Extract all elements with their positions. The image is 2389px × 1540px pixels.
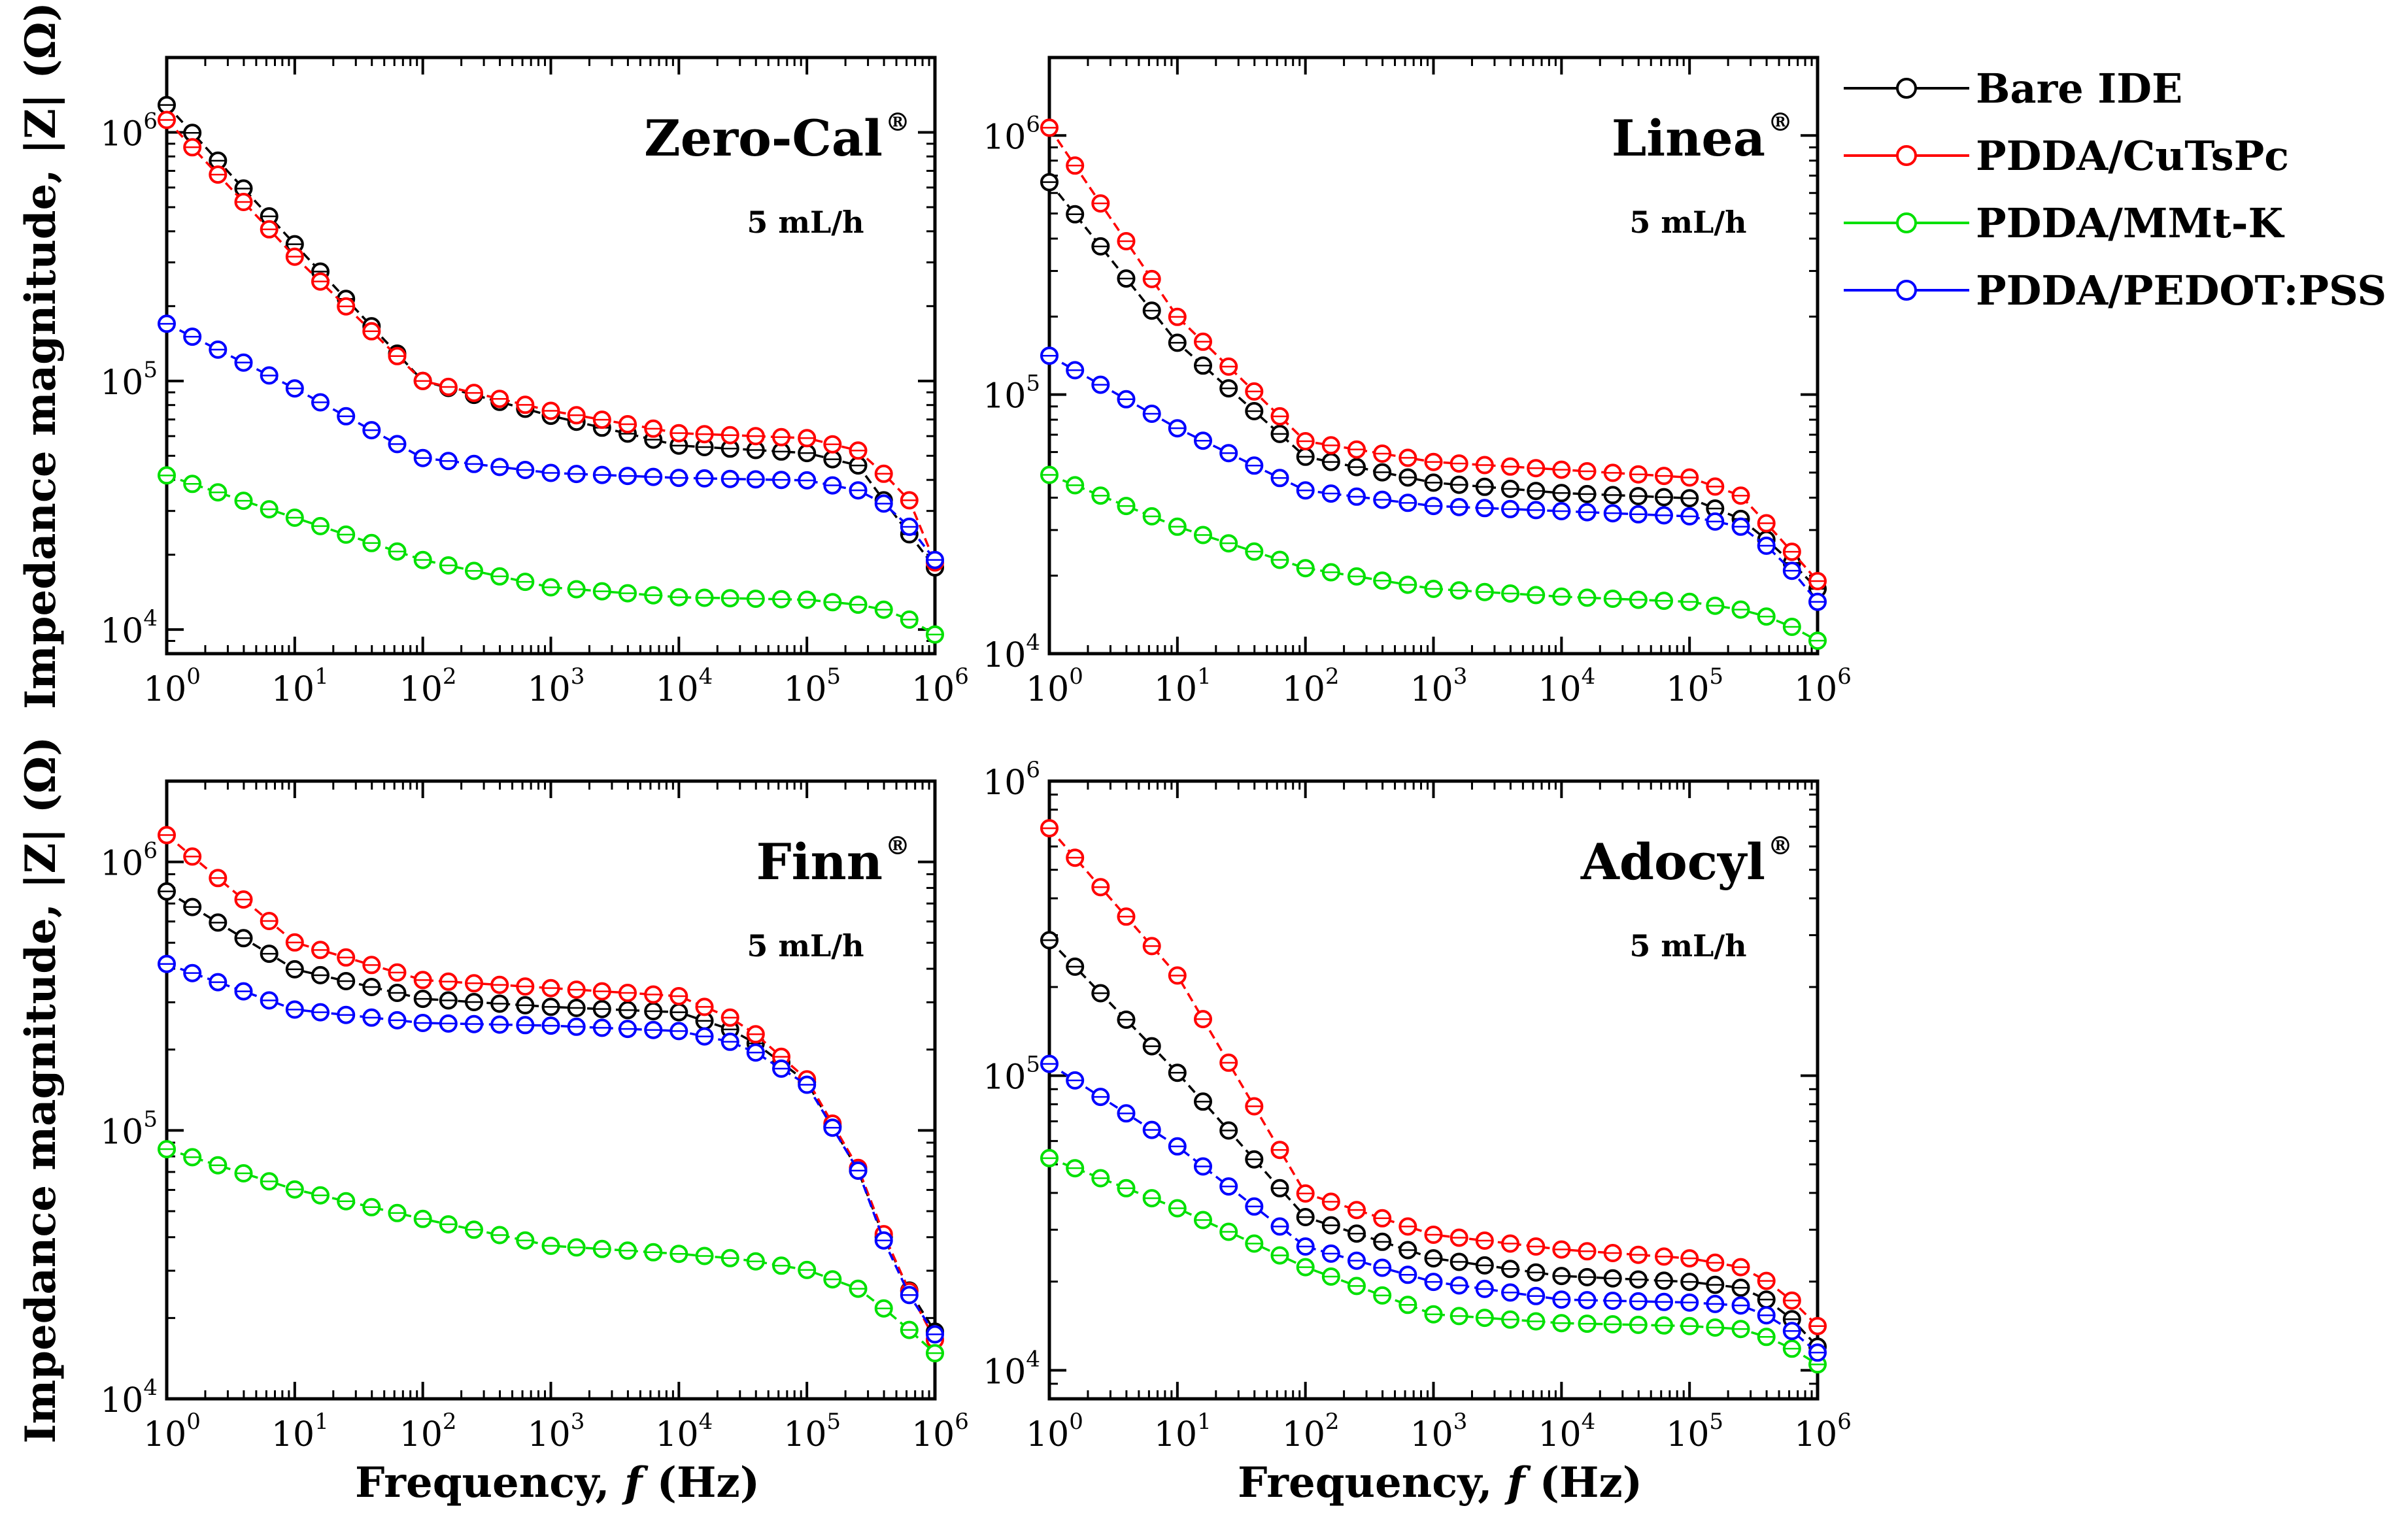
y-tick-label-2: 106: [100, 108, 158, 154]
x-tick-label-4: 104: [1538, 663, 1595, 709]
x-tick-label-4: 104: [1538, 1409, 1595, 1454]
x-tick-label-0: 100: [1026, 1409, 1083, 1454]
registered-mark: ®: [885, 831, 910, 860]
x-tick-label-3: 103: [528, 663, 585, 709]
chart-panel-adocyl: 100 101 102 103 104 105 106 104 105 106 Adocyl ® 5 m…: [983, 757, 1852, 1454]
x-tick-label-4: 104: [655, 663, 713, 709]
legend-item: PDDA/CuTsPc: [1844, 132, 2289, 180]
legend-marker: [1896, 280, 1917, 301]
legend: Bare IDE PDDA/CuTsPc PDDA/MMt-K PDDA/PEDOT:…: [1844, 65, 2386, 314]
y-tick-label-0: 104: [100, 605, 158, 651]
legend-item: Bare IDE: [1844, 65, 2182, 112]
registered-mark: ®: [1768, 831, 1793, 860]
x-tick-label-3: 103: [528, 1409, 585, 1454]
x-tick-label-6: 106: [911, 663, 969, 709]
panel-subtitle: 5 mL/h: [747, 205, 864, 240]
x-tick-label-2: 102: [1282, 663, 1340, 709]
series-pdda-pedot-pss: [1040, 1054, 1827, 1362]
x-axis-title-right: Frequency, f (Hz): [1238, 1458, 1642, 1507]
x-tick-label-2: 102: [1282, 1409, 1340, 1454]
y-axis-title-top: Impedance magnitude, |Z| (Ω): [16, 2, 65, 709]
y-tick-label-0: 104: [983, 629, 1040, 675]
x-tick-label-5: 105: [1666, 663, 1723, 709]
y-tick-label-2: 106: [983, 757, 1040, 803]
x-tick-label-1: 101: [271, 663, 329, 709]
panel-title: Zero-Cal: [644, 109, 883, 167]
x-tick-label-1: 101: [1154, 1409, 1211, 1454]
x-tick-label-0: 100: [143, 663, 201, 709]
series-pdda-cutspc: [1040, 118, 1827, 590]
y-tick-label-0: 104: [100, 1375, 158, 1420]
panel-title: Linea: [1612, 109, 1765, 167]
x-tick-label-5: 105: [783, 663, 841, 709]
legend-item: PDDA/MMt-K: [1844, 199, 2285, 247]
series-pdda-mmt-k: [158, 1140, 944, 1363]
y-tick-label-2: 106: [100, 838, 158, 884]
series-bare-ide: [1040, 173, 1827, 598]
x-tick-label-1: 101: [271, 1409, 329, 1454]
series-pdda-pedot-pss: [1040, 346, 1827, 611]
legend-marker: [1896, 78, 1917, 99]
legend-label: PDDA/CuTsPc: [1976, 132, 2289, 180]
x-tick-label-3: 103: [1410, 1409, 1468, 1454]
y-axis-title-bottom: Impedance magnitude, |Z| (Ω): [16, 737, 65, 1444]
legend-label: PDDA/PEDOT:PSS: [1976, 267, 2386, 314]
x-axis-title-left: Frequency, f (Hz): [355, 1458, 760, 1507]
panel-subtitle: 5 mL/h: [1629, 205, 1746, 240]
panel-subtitle: 5 mL/h: [747, 928, 864, 963]
registered-mark: ®: [885, 107, 910, 137]
chart-panel-zero-cal: 100 101 102 103 104 105 106 104 105 106 Zero-Cal ® 5…: [100, 56, 969, 709]
legend-marker: [1896, 145, 1917, 166]
panel-subtitle: 5 mL/h: [1629, 928, 1746, 963]
x-tick-label-0: 100: [143, 1409, 201, 1454]
chart-panel-linea: 100 101 102 103 104 105 106 104 105 106 Linea ® 5 mL…: [983, 56, 1852, 709]
x-tick-label-1: 101: [1154, 663, 1211, 709]
x-tick-label-6: 106: [1794, 1409, 1852, 1454]
registered-mark: ®: [1768, 107, 1793, 137]
x-tick-label-6: 106: [1794, 663, 1852, 709]
series-pdda-mmt-k: [158, 466, 944, 644]
series-pdda-cutspc: [1040, 819, 1827, 1335]
series-pdda-pedot-pss: [158, 314, 944, 569]
legend-label: Bare IDE: [1976, 65, 2182, 112]
series-pdda-mmt-k: [1040, 465, 1827, 650]
x-tick-label-6: 106: [911, 1409, 969, 1454]
x-tick-label-2: 102: [399, 663, 457, 709]
x-tick-label-5: 105: [1666, 1409, 1723, 1454]
series-pdda-mmt-k: [1040, 1148, 1827, 1374]
chart-panel-finn: 100 101 102 103 104 105 106 104 105 106 Finn ® 5 mL/…: [100, 779, 969, 1454]
x-tick-label-5: 105: [783, 1409, 841, 1454]
x-tick-label-0: 100: [1026, 663, 1083, 709]
series-bare-ide: [1040, 931, 1827, 1356]
legend-marker: [1896, 212, 1917, 233]
y-tick-label-1: 105: [100, 357, 158, 403]
x-tick-label-3: 103: [1410, 663, 1468, 709]
panel-title: Adocyl: [1580, 833, 1765, 891]
y-tick-label-1: 105: [100, 1106, 158, 1152]
y-tick-label-1: 105: [983, 371, 1040, 416]
x-tick-label-4: 104: [655, 1409, 713, 1454]
series-pdda-pedot-pss: [158, 954, 944, 1344]
y-tick-label-2: 106: [983, 111, 1040, 157]
x-tick-label-2: 102: [399, 1409, 457, 1454]
legend-label: PDDA/MMt-K: [1976, 199, 2285, 247]
y-tick-label-1: 105: [983, 1052, 1040, 1097]
legend-item: PDDA/PEDOT:PSS: [1844, 267, 2386, 314]
y-tick-label-0: 104: [983, 1346, 1040, 1392]
panel-title: Finn: [756, 833, 883, 891]
